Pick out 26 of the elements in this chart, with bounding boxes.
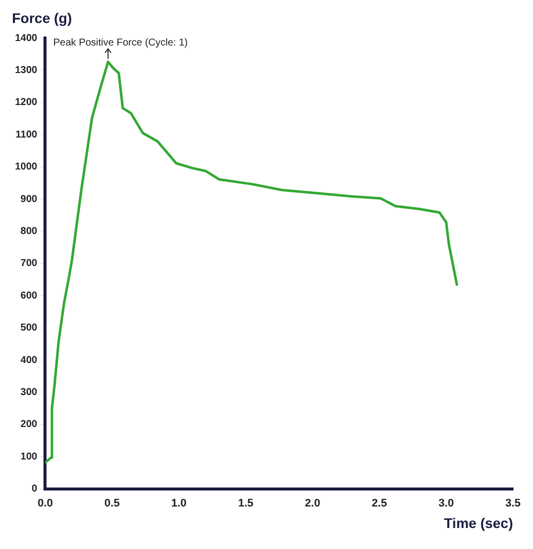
y-tick-label: 500: [20, 322, 38, 334]
y-tick-label: 800: [20, 226, 38, 237]
y-tick-label: 600: [20, 290, 38, 302]
y-tick-label: 100: [20, 451, 38, 462]
x-tick-label: 0.0: [38, 497, 53, 510]
y-tick-label: 300: [20, 386, 38, 398]
y-tick-label: 1000: [14, 162, 38, 173]
x-tick-label: 1.0: [171, 497, 187, 510]
y-tick-label: 1100: [16, 129, 38, 140]
y-tick-label: 1300: [14, 64, 38, 76]
x-tick-label: 0.5: [104, 497, 120, 510]
y-tick-label: 200: [20, 419, 38, 430]
y-tick-label: 400: [20, 354, 38, 366]
x-tick-label: 3.0: [438, 497, 454, 510]
y-axis-title: Force (g): [12, 10, 72, 26]
x-tick-label: 2.0: [304, 497, 320, 510]
x-axis-title: Time (sec): [444, 514, 513, 531]
y-tick-label: 1400: [14, 32, 38, 44]
annotation: Peak Positive Force (Cycle: 1): [53, 38, 188, 49]
x-tick-label: 1.5: [238, 497, 254, 510]
x-tick-label: 2.5: [372, 497, 388, 510]
x-tick-label: 3.5: [505, 497, 521, 510]
y-tick-label: 900: [20, 194, 38, 205]
y-tick-label: 1200: [14, 97, 38, 108]
y-tick-label: 0: [32, 484, 38, 495]
y-tick-label: 700: [20, 258, 38, 270]
